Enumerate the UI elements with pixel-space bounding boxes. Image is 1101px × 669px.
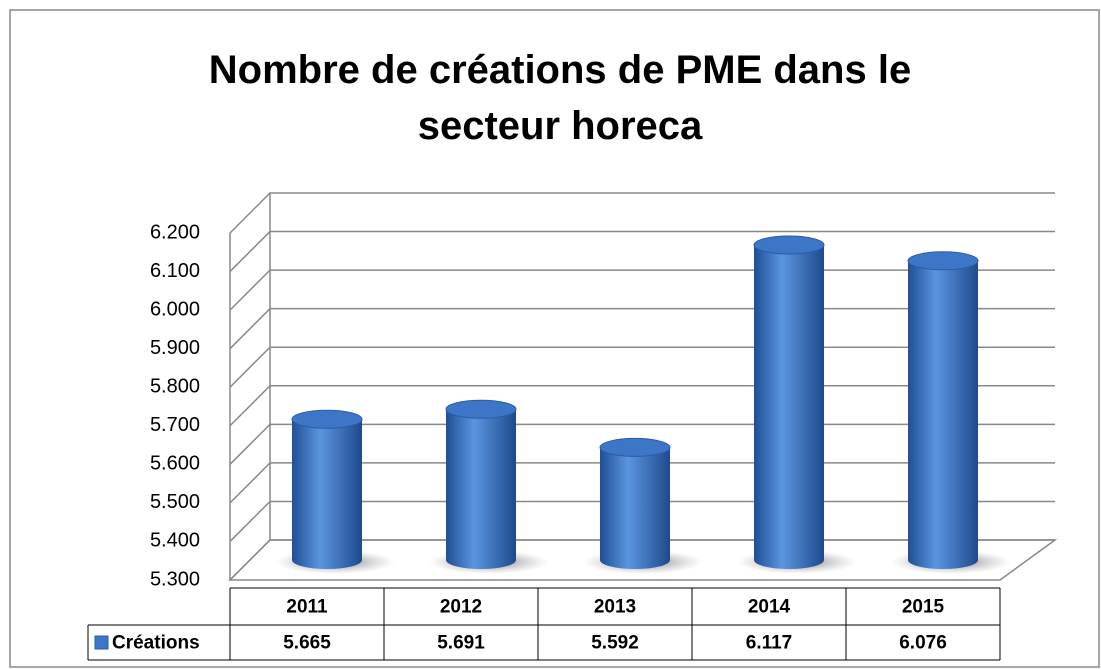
y-tick-label: 5.900	[150, 337, 200, 359]
y-tick-label: 5.400	[150, 530, 200, 552]
y-tick-label: 6.100	[150, 260, 200, 282]
legend-label: Créations	[112, 633, 200, 654]
y-tick-label: 5.300	[150, 568, 200, 590]
data-label: 6.076	[899, 633, 947, 654]
x-tick-label: 2015	[902, 597, 945, 618]
x-tick-label: 2014	[748, 597, 791, 618]
bar	[908, 260, 978, 569]
y-tick-label: 5.700	[150, 414, 200, 436]
grid-line	[229, 230, 1055, 273]
bar	[292, 419, 362, 569]
y-tick-label: 5.500	[150, 491, 200, 513]
y-tick-label: 5.600	[150, 453, 200, 475]
bar	[600, 447, 670, 569]
bar-top	[907, 251, 979, 271]
bar	[446, 409, 516, 569]
bar-top	[445, 399, 517, 419]
chart-title: Nombre de créations de PME dans le secteu…	[209, 48, 911, 148]
x-tick-label: 2012	[440, 597, 482, 618]
legend-key	[94, 635, 109, 650]
bar-top	[599, 437, 671, 457]
bar	[754, 245, 824, 570]
bar-top	[753, 235, 825, 255]
data-label: 5.665	[283, 633, 331, 654]
bar-top	[291, 409, 363, 429]
data-label: 5.691	[437, 633, 485, 654]
x-tick-label: 2013	[594, 597, 636, 618]
x-tick-label: 2011	[286, 597, 328, 618]
y-tick-label: 6.000	[150, 298, 200, 320]
data-label: 5.592	[591, 633, 639, 654]
grid-line	[229, 192, 1055, 234]
y-tick-label: 6.200	[150, 221, 200, 243]
data-label: 6.117	[746, 633, 793, 654]
y-tick-label: 5.800	[150, 376, 200, 398]
